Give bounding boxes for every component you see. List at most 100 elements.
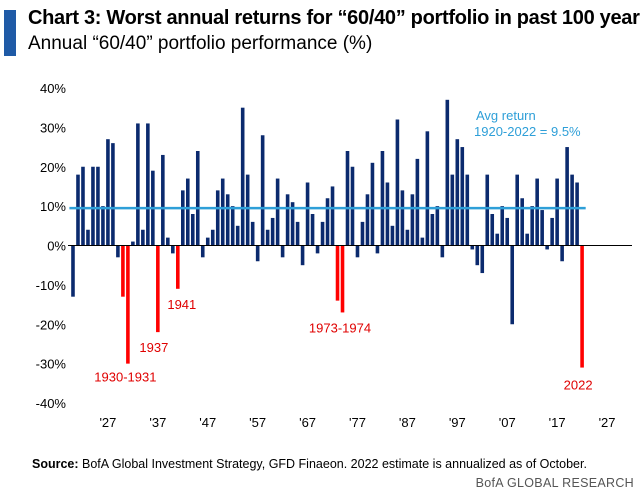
source-label: Source: <box>32 457 79 471</box>
bar <box>445 99 450 246</box>
bar <box>345 151 350 246</box>
bar <box>101 206 105 246</box>
bar <box>430 214 435 246</box>
bar <box>365 194 370 246</box>
chart-subtitle: Annual “60/40” portfolio performance (%) <box>28 33 373 54</box>
bar <box>106 139 110 246</box>
y-tick-label: 20% <box>40 160 66 175</box>
bar <box>465 174 470 246</box>
bar <box>535 178 539 246</box>
bar <box>560 245 564 262</box>
bar <box>400 190 405 246</box>
bar <box>320 221 325 246</box>
bar <box>300 245 305 266</box>
bar <box>410 194 415 246</box>
bar <box>96 166 100 246</box>
bar <box>405 229 410 246</box>
bar <box>480 245 485 274</box>
x-tick-label: '47 <box>199 415 216 430</box>
bar <box>370 162 375 246</box>
bar <box>530 206 534 246</box>
bar <box>310 214 315 246</box>
bar <box>225 194 230 246</box>
bar <box>485 174 490 246</box>
bar-chart: 40% 30% 20% 10% 0% -10% -20% -30% -40% Avg return… <box>36 81 632 430</box>
bar <box>355 245 360 258</box>
bar <box>245 174 250 246</box>
bar <box>540 210 544 246</box>
annotation-label: 1930-1931 <box>94 370 156 385</box>
average-label-line1: Avg return <box>476 108 536 123</box>
y-tick-label: -30% <box>36 357 67 372</box>
bar <box>195 151 200 246</box>
bar <box>136 123 140 246</box>
bar <box>555 178 559 246</box>
y-tick-label: -10% <box>36 278 67 293</box>
bar <box>126 245 130 364</box>
bar <box>171 245 175 254</box>
average-label-line2: 1920-2022 = 9.5% <box>474 124 581 139</box>
bar <box>375 245 380 254</box>
bar <box>350 166 355 246</box>
bar <box>580 245 584 368</box>
bar <box>86 229 90 246</box>
bar <box>335 245 340 301</box>
bar <box>380 151 385 246</box>
bar <box>425 131 430 246</box>
bar <box>305 182 310 246</box>
bar <box>525 233 529 246</box>
bar <box>520 198 524 246</box>
bar <box>470 245 475 250</box>
x-tick-label: '37 <box>149 415 166 430</box>
x-tick-label: '27 <box>99 415 116 430</box>
bar <box>505 217 510 246</box>
y-tick-label: -40% <box>36 396 67 411</box>
bar <box>565 147 569 246</box>
bar <box>510 245 515 325</box>
bar <box>570 174 574 246</box>
bar <box>190 214 195 246</box>
title-accent-bar <box>4 10 16 56</box>
bar <box>340 245 345 313</box>
bar <box>460 147 465 246</box>
x-tick-label: '77 <box>349 415 366 430</box>
bar <box>240 107 245 246</box>
bar <box>176 245 180 289</box>
bar <box>515 174 519 246</box>
bar <box>185 178 190 246</box>
bar <box>440 245 445 258</box>
bar <box>161 154 165 246</box>
bar <box>360 221 365 246</box>
bar <box>265 229 270 246</box>
bar <box>415 158 420 246</box>
bar <box>156 245 160 333</box>
bar <box>495 233 500 246</box>
bar <box>76 174 80 246</box>
y-tick-label: -20% <box>36 317 67 332</box>
x-tick-label: '67 <box>299 415 316 430</box>
bar <box>235 225 240 246</box>
annotation-label: 1941 <box>167 297 196 312</box>
bar <box>116 245 120 258</box>
x-tick-label: '57 <box>249 415 266 430</box>
bar <box>575 182 579 246</box>
bar <box>315 245 320 254</box>
bar <box>390 225 395 246</box>
bar <box>290 202 295 246</box>
bar <box>250 221 255 246</box>
annotation-label: 1937 <box>139 340 168 355</box>
annotation-label: 1973-1974 <box>309 320 371 335</box>
bar <box>230 206 235 246</box>
y-tick-label: 40% <box>40 81 66 96</box>
bar <box>205 237 210 246</box>
bar <box>181 190 185 246</box>
bar <box>260 135 265 246</box>
bar <box>545 245 549 250</box>
bar <box>111 143 115 246</box>
bar <box>131 241 135 246</box>
bar <box>550 217 554 246</box>
bar <box>210 229 215 246</box>
x-tick-label: '17 <box>549 415 566 430</box>
bar <box>146 123 150 246</box>
bar <box>450 174 455 246</box>
